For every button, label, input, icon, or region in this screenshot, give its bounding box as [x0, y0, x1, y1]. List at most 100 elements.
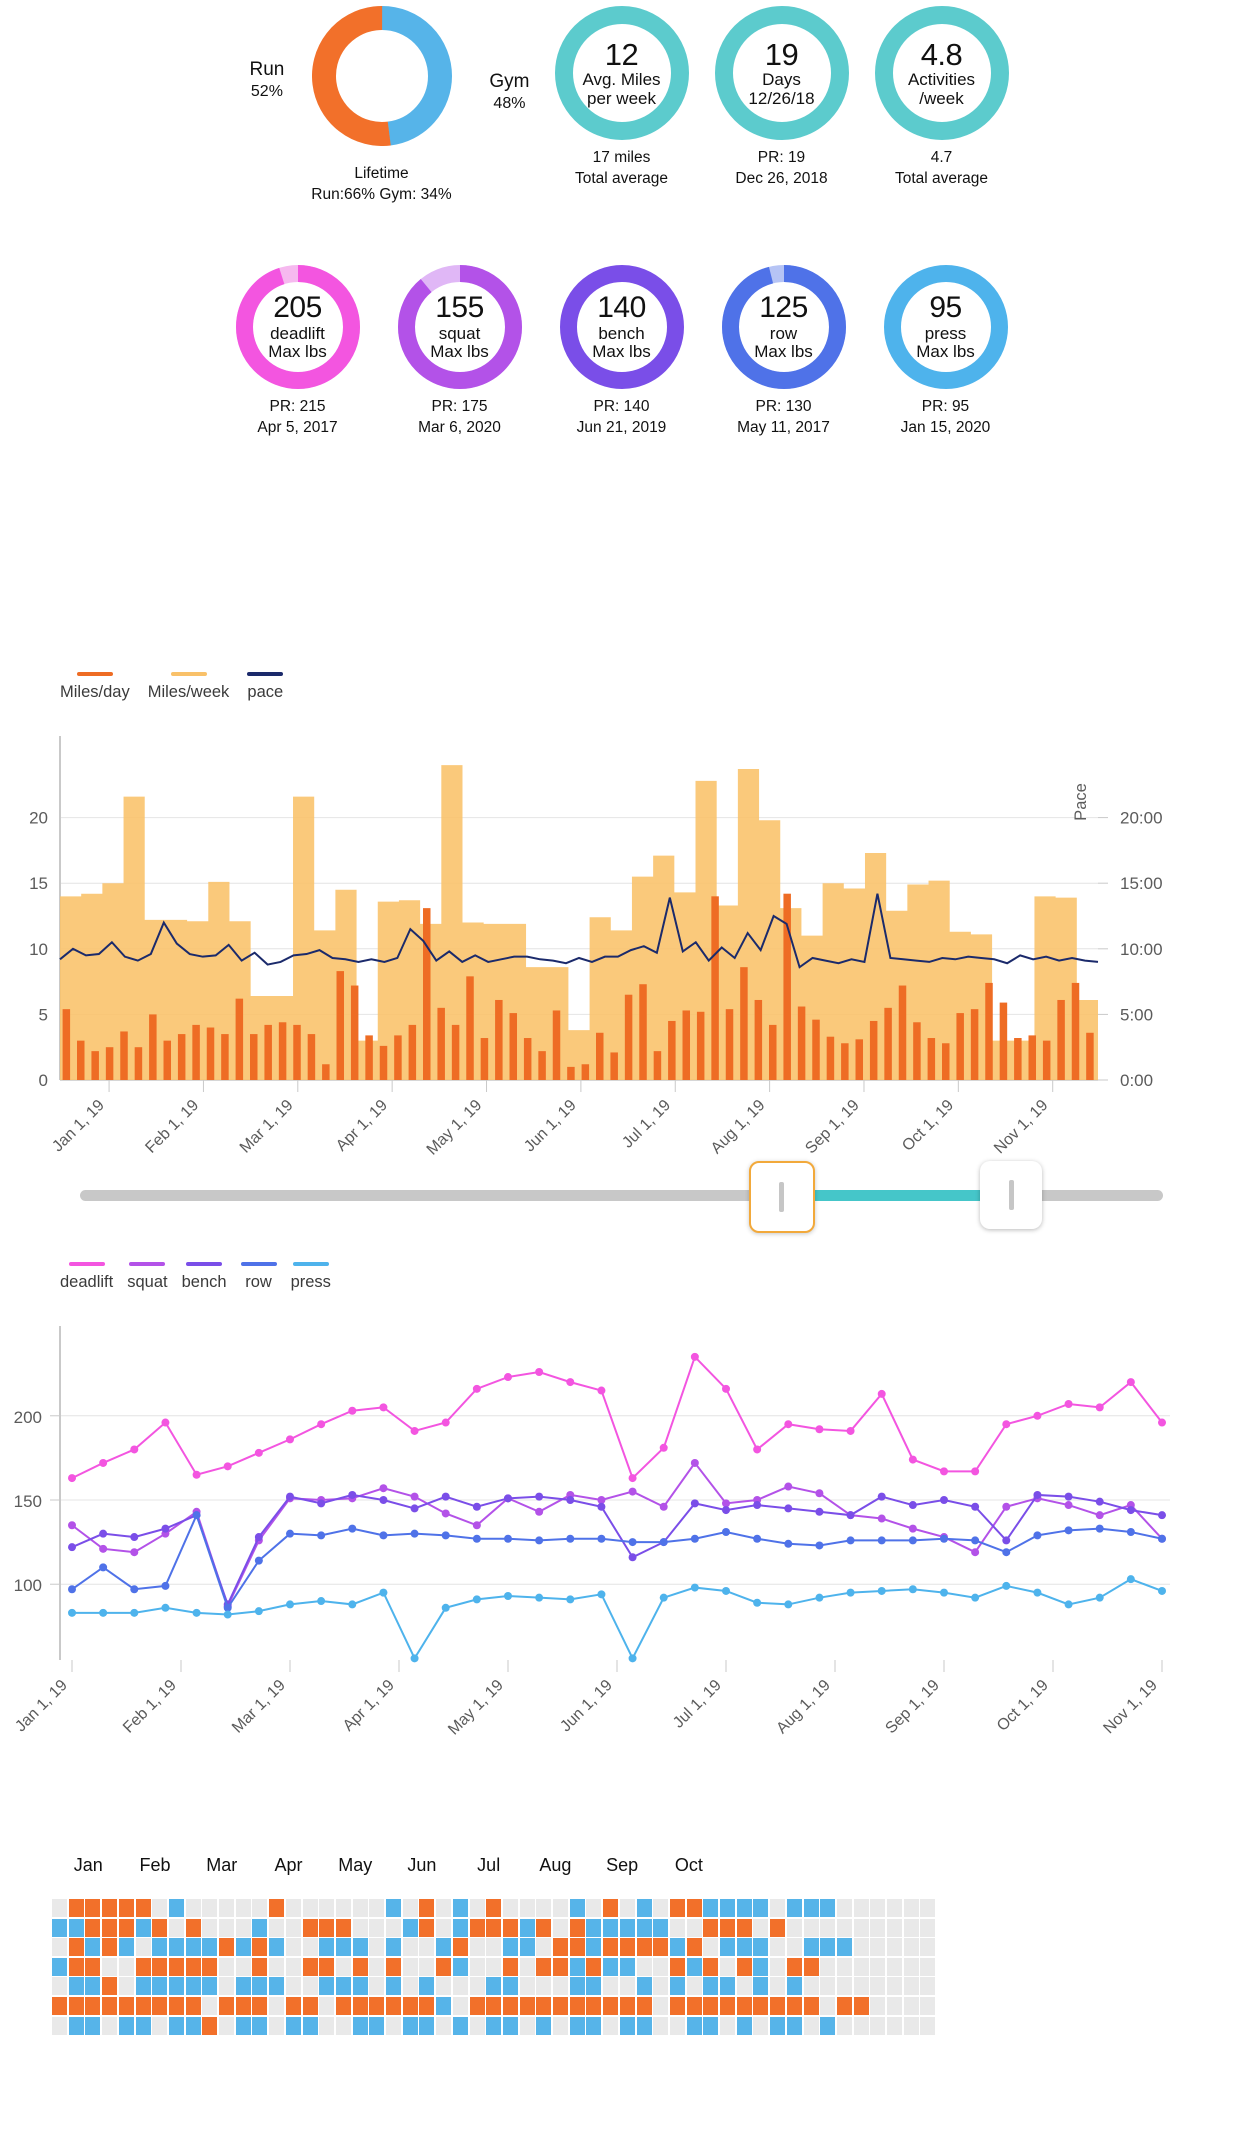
heatmap-cell[interactable] — [252, 1977, 268, 1996]
heatmap-cell[interactable] — [486, 1977, 502, 1996]
heatmap-cell[interactable] — [168, 2016, 184, 2035]
heatmap-cell[interactable] — [185, 1899, 201, 1917]
heatmap-cell[interactable] — [335, 1977, 351, 1996]
heatmap-cell[interactable] — [519, 1899, 535, 1917]
heatmap-cell[interactable] — [486, 1997, 502, 2015]
heatmap-cell[interactable] — [202, 1938, 218, 1957]
heatmap-cell[interactable] — [386, 1997, 402, 2015]
heatmap-cell[interactable] — [903, 1997, 919, 2015]
heatmap-cell[interactable] — [770, 1938, 786, 1957]
heatmap-cell[interactable] — [553, 1997, 569, 2015]
heatmap-cell[interactable] — [369, 1938, 385, 1957]
heatmap-cell[interactable] — [419, 1918, 435, 1937]
heatmap-cell[interactable] — [803, 1918, 819, 1937]
heatmap-cell[interactable] — [603, 2016, 619, 2035]
heatmap-cell[interactable] — [887, 1977, 903, 1996]
heatmap-cell[interactable] — [870, 1918, 886, 1937]
heatmap-cell[interactable] — [219, 1957, 235, 1976]
heatmap-cell[interactable] — [102, 1938, 118, 1957]
legend-item-pace[interactable]: pace — [247, 672, 284, 702]
legend-item-squat[interactable]: squat — [127, 1262, 168, 1292]
heatmap-cell[interactable] — [586, 1977, 602, 1996]
gauge-card-avgmiles[interactable]: 12 Avg. Miles per week 17 miles Total averag… — [542, 6, 702, 190]
heatmap-cell[interactable] — [152, 1918, 168, 1937]
heatmap-cell[interactable] — [569, 1957, 585, 1976]
heatmap-cell[interactable] — [502, 1977, 518, 1996]
heatmap-cell[interactable] — [536, 2016, 552, 2035]
heatmap-cell[interactable] — [102, 2016, 118, 2035]
heatmap-cell[interactable] — [118, 2016, 134, 2035]
heatmap-cell[interactable] — [753, 1977, 769, 1996]
heatmap-cell[interactable] — [853, 1938, 869, 1957]
heatmap-cell[interactable] — [753, 2016, 769, 2035]
heatmap-cell[interactable] — [235, 1977, 251, 1996]
heatmap-cell[interactable] — [419, 1957, 435, 1976]
heatmap-cell[interactable] — [168, 1957, 184, 1976]
heatmap-cell[interactable] — [419, 1997, 435, 2015]
heatmap-cell[interactable] — [887, 1899, 903, 1917]
heatmap-cell[interactable] — [319, 1977, 335, 1996]
heatmap-cell[interactable] — [686, 2016, 702, 2035]
heatmap-cell[interactable] — [269, 1957, 285, 1976]
heatmap-cell[interactable] — [419, 2016, 435, 2035]
heatmap-cell[interactable] — [753, 1918, 769, 1937]
heatmap-cell[interactable] — [469, 1938, 485, 1957]
heatmap-cell[interactable] — [469, 1997, 485, 2015]
heatmap-cell[interactable] — [519, 1997, 535, 2015]
heatmap-cell[interactable] — [603, 1918, 619, 1937]
heatmap-cell[interactable] — [185, 1957, 201, 1976]
gauge-card-deadlift[interactable]: 205 deadlift Max lbs PR: 215 Apr 5, 2017 — [217, 265, 379, 439]
heatmap-cell[interactable] — [720, 1899, 736, 1917]
heatmap-cell[interactable] — [52, 1918, 68, 1937]
heatmap-cell[interactable] — [720, 1997, 736, 2015]
gauge-card-days[interactable]: 19 Days 12/26/18 PR: 19 Dec 26, 2018 — [702, 6, 862, 190]
heatmap-cell[interactable] — [252, 1938, 268, 1957]
heatmap-cell[interactable] — [68, 1957, 84, 1976]
heatmap-cell[interactable] — [920, 1997, 936, 2015]
heatmap-cell[interactable] — [386, 1977, 402, 1996]
heatmap-cell[interactable] — [853, 1899, 869, 1917]
heatmap-cell[interactable] — [335, 1938, 351, 1957]
heatmap-cell[interactable] — [753, 1899, 769, 1917]
heatmap-cell[interactable] — [452, 1918, 468, 1937]
legend-item-deadlift[interactable]: deadlift — [60, 1262, 113, 1292]
heatmap-cell[interactable] — [85, 1938, 101, 1957]
heatmap-cell[interactable] — [386, 1918, 402, 1937]
heatmap-cell[interactable] — [920, 1938, 936, 1957]
heatmap-cell[interactable] — [419, 1899, 435, 1917]
heatmap-cell[interactable] — [653, 1977, 669, 1996]
heatmap-cell[interactable] — [519, 1938, 535, 1957]
legend-item-bench[interactable]: bench — [182, 1262, 227, 1292]
heatmap-cell[interactable] — [302, 1977, 318, 1996]
heatmap-cell[interactable] — [152, 2016, 168, 2035]
heatmap-cell[interactable] — [85, 1997, 101, 2015]
heatmap-cell[interactable] — [853, 1997, 869, 2015]
heatmap-cell[interactable] — [118, 1918, 134, 1937]
heatmap-cell[interactable] — [920, 1977, 936, 1996]
heatmap-cell[interactable] — [519, 1957, 535, 1976]
heatmap-cell[interactable] — [302, 1899, 318, 1917]
heatmap-cell[interactable] — [202, 1957, 218, 1976]
heatmap-cell[interactable] — [586, 1957, 602, 1976]
heatmap-cell[interactable] — [436, 1938, 452, 1957]
heatmap-cell[interactable] — [185, 1938, 201, 1957]
heatmap-cell[interactable] — [636, 1938, 652, 1957]
heatmap-cell[interactable] — [352, 2016, 368, 2035]
heatmap-cell[interactable] — [786, 1977, 802, 1996]
heatmap-cell[interactable] — [836, 1997, 852, 2015]
heatmap-cell[interactable] — [502, 1957, 518, 1976]
heatmap-cell[interactable] — [252, 1997, 268, 2015]
heatmap-cell[interactable] — [703, 1997, 719, 2015]
heatmap-cell[interactable] — [269, 2016, 285, 2035]
heatmap-cell[interactable] — [502, 2016, 518, 2035]
heatmap-cell[interactable] — [686, 1899, 702, 1917]
heatmap-cell[interactable] — [118, 1997, 134, 2015]
heatmap-cell[interactable] — [636, 1977, 652, 1996]
heatmap-cell[interactable] — [836, 1957, 852, 1976]
heatmap-cell[interactable] — [853, 1977, 869, 1996]
heatmap-cell[interactable] — [553, 2016, 569, 2035]
heatmap-cell[interactable] — [820, 1938, 836, 1957]
heatmap-cell[interactable] — [302, 1997, 318, 2015]
heatmap-cell[interactable] — [720, 1957, 736, 1976]
heatmap-cell[interactable] — [202, 1918, 218, 1937]
